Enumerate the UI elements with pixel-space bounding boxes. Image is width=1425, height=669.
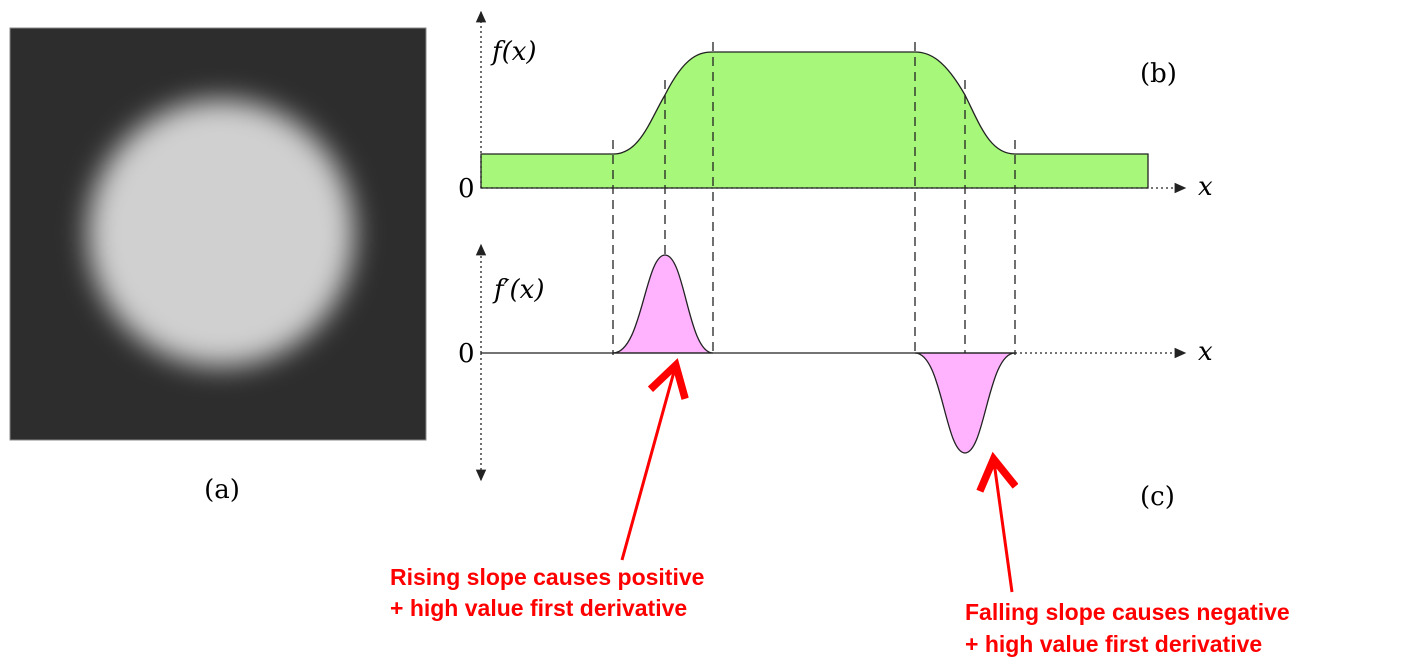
- annotation-text: Falling slope causes negative: [965, 599, 1290, 625]
- arrow: [994, 462, 1012, 592]
- x-axis-label: x: [1198, 337, 1213, 367]
- panel-label: (a): [204, 475, 240, 505]
- positive-peak: [613, 255, 713, 353]
- panel-b: f(x) 0 x (b): [458, 12, 1213, 204]
- annotations: Rising slope causes positive + high valu…: [390, 368, 1290, 657]
- annotation-text: + high value first derivative: [965, 631, 1262, 657]
- panel-c: f′(x) 0 x (c): [458, 245, 1213, 512]
- annotation-text: Rising slope causes positive: [390, 564, 704, 590]
- zero-label: 0: [458, 174, 475, 204]
- function-curve: [481, 52, 1148, 188]
- x-axis-label: x: [1198, 172, 1213, 202]
- blurred-disk: [88, 100, 354, 366]
- y-axis-label: f′(x): [492, 275, 544, 305]
- panel-label: (b): [1140, 59, 1177, 89]
- panel-label: (c): [1140, 482, 1175, 512]
- diagram: (a) f(x) 0 x (b) f′(x) 0 x (c) Rising s: [0, 0, 1425, 669]
- y-axis-label: f(x): [490, 37, 537, 67]
- zero-label: 0: [458, 339, 475, 369]
- negative-peak: [915, 353, 1015, 453]
- arrow: [622, 368, 675, 560]
- annotation-text: + high value first derivative: [390, 595, 687, 621]
- panel-a: (a): [10, 28, 426, 505]
